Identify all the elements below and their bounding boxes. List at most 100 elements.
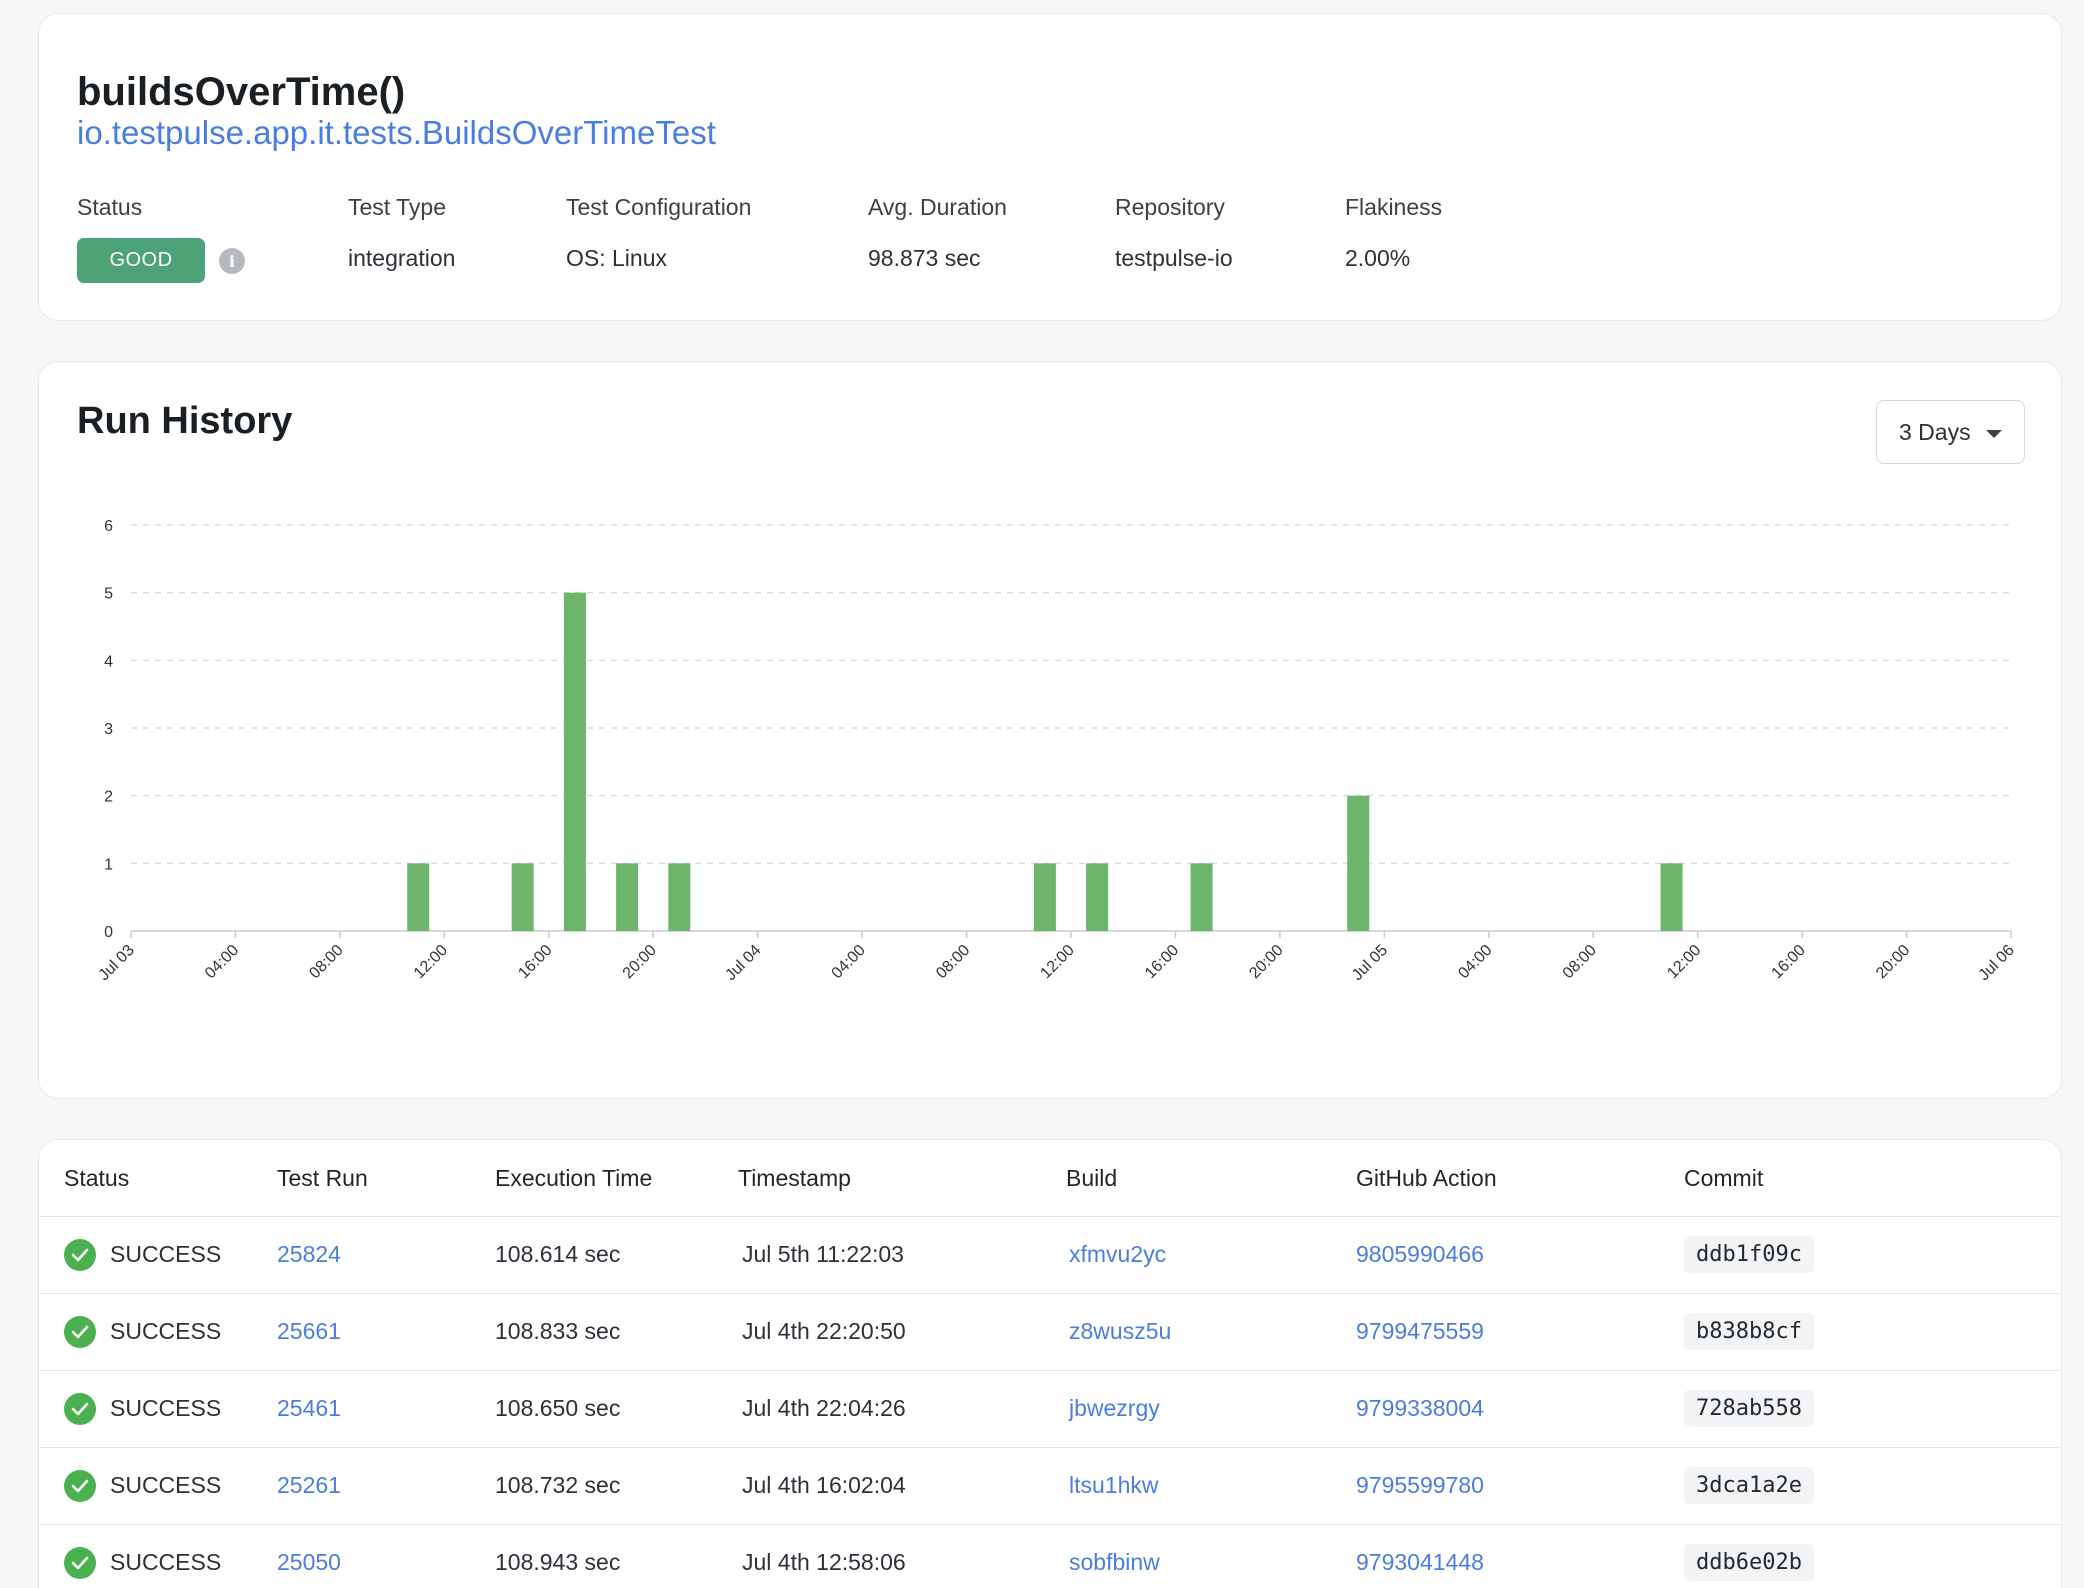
github-action-link[interactable]: 9799475559 xyxy=(1356,1318,1484,1344)
run-history-chart: 0 1 2 3 4 5 6 Jul 03 04:00 08:00 12:00 16:00 20:00 Ju… xyxy=(96,518,2018,984)
run-timestamp: Jul 4th 22:04:26 xyxy=(742,1395,906,1421)
test-config-label: Test Configuration xyxy=(566,194,752,220)
build-link[interactable]: ltsu1hkw xyxy=(1069,1472,1159,1498)
github-action-link[interactable]: 9795599780 xyxy=(1356,1472,1484,1498)
commit-hash[interactable]: 728ab558 xyxy=(1684,1390,1814,1427)
time-range-value: 3 Days xyxy=(1899,418,1971,445)
test-runs-card: Status Test Run Execution Time Timestamp… xyxy=(38,1139,2062,1588)
col-commit[interactable]: Commit xyxy=(1684,1140,2061,1217)
commit-hash[interactable]: ddb6e02b xyxy=(1684,1544,1814,1581)
check-circle-icon xyxy=(64,1315,96,1348)
run-history-card: 0 1 2 3 4 5 6 Jul 03 04:00 08:00 12:00 16:00 20:00 Ju… xyxy=(38,361,2062,1099)
time-range-select[interactable]: 3 Days xyxy=(1876,400,2025,464)
x-tick-label: 08:00 xyxy=(1560,942,1600,982)
y-tick-label: 1 xyxy=(104,856,113,873)
y-tick-label: 0 xyxy=(104,924,113,941)
test-run-link[interactable]: 25661 xyxy=(277,1318,341,1344)
test-summary-card: buildsOverTime() io.testpulse.app.it.tes… xyxy=(38,13,2062,321)
status-field: Status xyxy=(77,194,142,221)
execution-time: 108.732 sec xyxy=(495,1472,621,1498)
build-link[interactable]: z8wusz5u xyxy=(1069,1318,1172,1344)
run-status: SUCCESS xyxy=(110,1472,222,1498)
avg-duration-label: Avg. Duration xyxy=(868,194,1007,220)
run-history-title: Run History xyxy=(77,400,293,442)
test-run-link[interactable]: 25461 xyxy=(277,1395,341,1421)
run-timestamp: Jul 4th 12:58:06 xyxy=(742,1549,906,1575)
y-tick-label: 6 xyxy=(104,518,113,535)
build-link[interactable]: sobfbinw xyxy=(1069,1549,1160,1575)
col-build[interactable]: Build xyxy=(1066,1140,1356,1217)
test-class-link[interactable]: io.testpulse.app.it.tests.BuildsOverTime… xyxy=(77,114,716,151)
test-config-value: OS: Linux xyxy=(566,245,667,271)
x-tick-label: 12:00 xyxy=(1664,942,1704,982)
bar[interactable] xyxy=(668,863,691,931)
execution-time: 108.833 sec xyxy=(495,1318,621,1344)
x-tick-label: 16:00 xyxy=(1142,942,1182,982)
x-tick-label: Jul 06 xyxy=(1976,942,2018,984)
bar[interactable] xyxy=(407,863,430,931)
x-tick-label: 04:00 xyxy=(829,942,869,982)
table-row[interactable]: SUCCESS 25050 108.943 sec Jul 4th 12:58:… xyxy=(39,1524,2061,1588)
execution-time: 108.943 sec xyxy=(495,1549,621,1575)
test-runs-table: Status Test Run Execution Time Timestamp… xyxy=(39,1140,2061,1588)
x-tick-label: 16:00 xyxy=(1769,942,1809,982)
execution-time: 108.614 sec xyxy=(495,1241,621,1267)
x-tick-label: 08:00 xyxy=(933,942,973,982)
col-timestamp[interactable]: Timestamp xyxy=(738,1140,1066,1217)
repository-field: Repository testpulse-io xyxy=(1115,194,1233,272)
run-timestamp: Jul 4th 22:20:50 xyxy=(742,1318,906,1344)
bar[interactable] xyxy=(1086,863,1109,931)
test-run-link[interactable]: 25261 xyxy=(277,1472,341,1498)
flakiness-field: Flakiness 2.00% xyxy=(1345,194,1442,272)
table-row[interactable]: SUCCESS 25824 108.614 sec Jul 5th 11:22:… xyxy=(39,1216,2061,1294)
x-tick-label: 20:00 xyxy=(1873,942,1913,982)
table-row[interactable]: SUCCESS 25661 108.833 sec Jul 4th 22:20:… xyxy=(39,1293,2061,1371)
commit-hash[interactable]: 3dca1a2e xyxy=(1684,1467,1814,1504)
y-tick-label: 5 xyxy=(104,586,113,603)
col-execution-time[interactable]: Execution Time xyxy=(495,1140,738,1217)
x-tick-label: 04:00 xyxy=(1455,942,1495,982)
commit-hash[interactable]: b838b8cf xyxy=(1684,1313,1814,1350)
commit-hash[interactable]: ddb1f09c xyxy=(1684,1236,1814,1273)
chevron-down-icon xyxy=(1986,430,2002,438)
info-icon[interactable]: i xyxy=(219,248,245,274)
bar[interactable] xyxy=(511,863,534,931)
test-run-link[interactable]: 25824 xyxy=(277,1241,341,1267)
avg-duration-field: Avg. Duration 98.873 sec xyxy=(868,194,1007,272)
test-type-value: integration xyxy=(348,245,456,271)
table-row[interactable]: SUCCESS 25461 108.650 sec Jul 4th 22:04:… xyxy=(39,1370,2061,1448)
y-tick-label: 3 xyxy=(104,721,113,738)
y-tick-label: 2 xyxy=(104,789,113,806)
run-status: SUCCESS xyxy=(110,1549,222,1575)
test-type-label: Test Type xyxy=(348,194,447,220)
github-action-link[interactable]: 9805990466 xyxy=(1356,1241,1484,1267)
test-name: buildsOverTime() xyxy=(77,70,406,114)
test-run-link[interactable]: 25050 xyxy=(277,1549,341,1575)
github-action-link[interactable]: 9793041448 xyxy=(1356,1549,1484,1575)
table-row[interactable]: SUCCESS 25261 108.732 sec Jul 4th 16:02:… xyxy=(39,1447,2061,1525)
bar[interactable] xyxy=(1033,863,1056,931)
x-tick-label: Jul 04 xyxy=(722,942,764,984)
check-circle-icon xyxy=(64,1392,96,1425)
col-test-run[interactable]: Test Run xyxy=(277,1140,495,1217)
check-circle-icon xyxy=(64,1546,96,1579)
bar[interactable] xyxy=(1660,863,1683,931)
bar[interactable] xyxy=(1347,795,1370,931)
test-type-field: Test Type integration xyxy=(348,194,455,272)
check-circle-icon xyxy=(64,1469,96,1502)
avg-duration-value: 98.873 sec xyxy=(868,245,981,271)
x-tick-label: 08:00 xyxy=(306,942,346,982)
execution-time: 108.650 sec xyxy=(495,1395,621,1421)
test-config-field: Test Configuration OS: Linux xyxy=(566,194,751,272)
github-action-link[interactable]: 9799338004 xyxy=(1356,1395,1484,1421)
run-timestamp: Jul 5th 11:22:03 xyxy=(742,1241,904,1267)
x-tick-label: 04:00 xyxy=(202,942,242,982)
table-header-row: Status Test Run Execution Time Timestamp… xyxy=(39,1140,2061,1217)
bar[interactable] xyxy=(563,592,586,931)
col-status[interactable]: Status xyxy=(39,1140,277,1217)
col-github-action[interactable]: GitHub Action xyxy=(1356,1140,1684,1217)
build-link[interactable]: jbwezrgy xyxy=(1069,1395,1160,1421)
bar[interactable] xyxy=(1190,863,1213,931)
build-link[interactable]: xfmvu2yc xyxy=(1069,1241,1167,1267)
bar[interactable] xyxy=(616,863,639,931)
